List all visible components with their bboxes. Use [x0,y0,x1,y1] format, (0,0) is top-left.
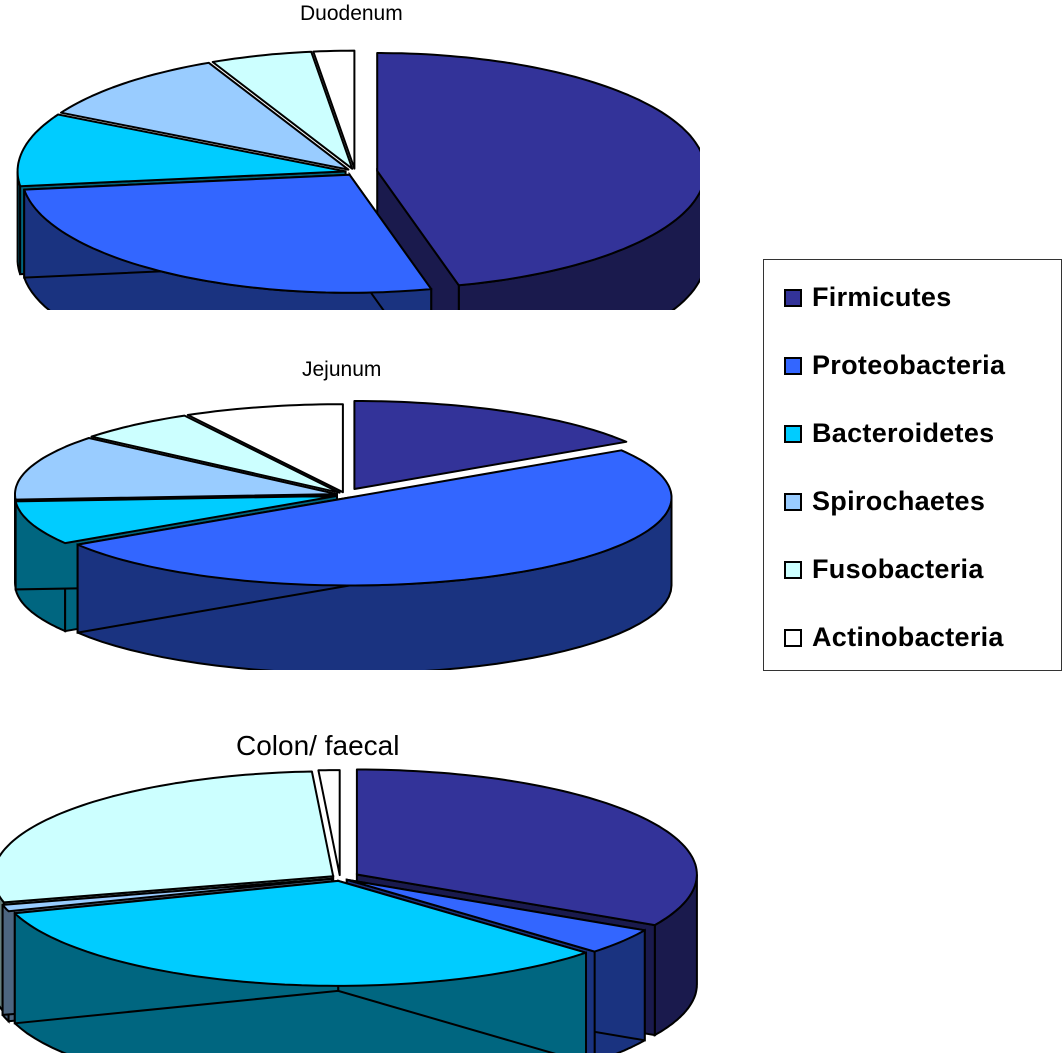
pie-graphic-colon-faecal [0,768,698,1053]
pie-chart-colon-faecal: Colon/ faecal [0,720,700,1053]
legend-label: Firmicutes [812,282,952,312]
legend-swatch-spirochaetes-icon [784,492,802,511]
pie-slice-proteobacteria [76,449,673,587]
pie-slice-actinobacteria [317,769,341,877]
pie-slice-bacteroidetes [16,113,347,188]
pie-chart-duodenum: Duodenum [0,0,700,310]
pie-title-duodenum: Duodenum [300,2,403,25]
legend-item-spirochaetes: Spirochaetes [784,486,985,517]
pie-graphic-jejunum [14,400,673,670]
pie-slice-spirochaetes [1,877,333,913]
pie-slice-actinobacteria [186,403,344,494]
pie-slice-firmicutes [355,768,698,927]
legend-swatch-actinobacteria-icon [784,628,802,647]
pie-slice-spirochaetes [14,437,338,501]
pie-graphic-duodenum [16,49,700,310]
pie-slice-proteobacteria [345,878,646,953]
pie-slice-bacteroidetes [13,879,587,987]
chart-legend: Firmicutes Proteobacteria Bacteroidetes … [763,259,1062,671]
legend-item-proteobacteria: Proteobacteria [784,350,1005,381]
legend-label: Actinobacteria [812,622,1004,652]
pie-slice-fusobacteria [90,414,341,494]
legend-item-fusobacteria: Fusobacteria [784,554,984,585]
legend-item-actinobacteria: Actinobacteria [784,622,1004,653]
pie-slice-firmicutes [353,400,628,490]
legend-label: Spirochaetes [812,486,986,516]
pie-slice-fusobacteria [211,50,354,170]
pie-slice-proteobacteria [23,173,433,294]
pie-title-jejunum: Jejunum [302,358,382,381]
pie-slice-spirochaetes [60,61,350,171]
legend-item-firmicutes: Firmicutes [784,282,952,313]
legend-item-bacteroidetes: Bacteroidetes [784,418,994,449]
legend-label: Fusobacteria [812,554,984,584]
pie-slice-bacteroidetes [14,494,338,545]
legend-label: Proteobacteria [812,350,1006,380]
legend-swatch-fusobacteria-icon [784,560,802,579]
legend-label: Bacteroidetes [812,418,995,448]
legend-swatch-proteobacteria-icon [784,356,802,375]
legend-swatch-bacteroidetes-icon [784,424,802,443]
pie-title-colon-faecal: Colon/ faecal [236,730,400,761]
pie-slice-fusobacteria [0,770,335,904]
pie-slice-actinobacteria [312,49,356,170]
pie-chart-jejunum: Jejunum [0,350,700,670]
legend-swatch-firmicutes-icon [784,288,802,307]
pie-slice-firmicutes [376,52,700,287]
